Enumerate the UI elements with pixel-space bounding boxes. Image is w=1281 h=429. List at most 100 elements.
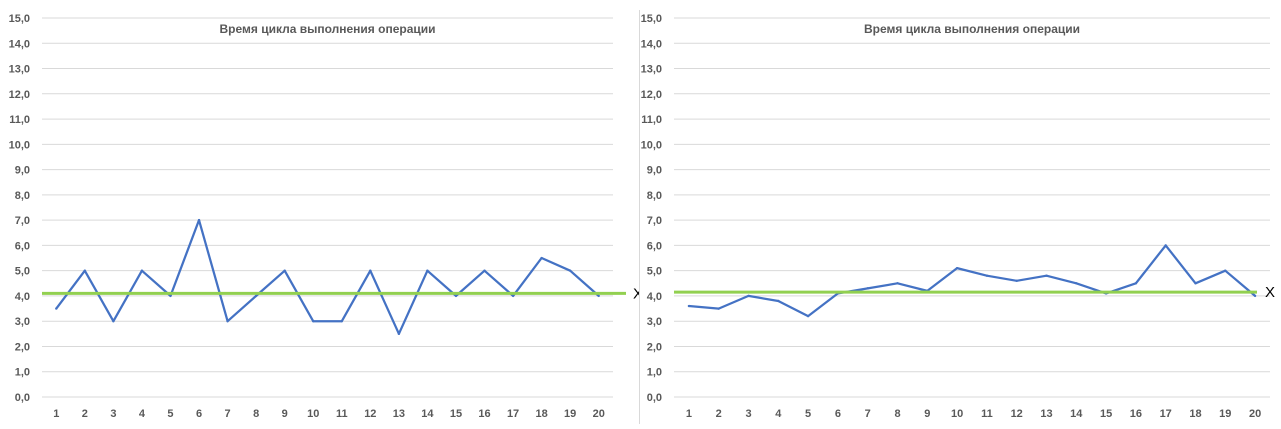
y-tick-label: 6,0 — [15, 240, 30, 252]
reference-line-label: X — [1265, 284, 1275, 301]
y-tick-label: 1,0 — [647, 367, 662, 379]
x-tick-label: 1 — [686, 408, 692, 420]
x-tick-label: 16 — [1130, 408, 1142, 420]
data-point — [254, 294, 258, 298]
data-point — [1015, 279, 1018, 282]
chart-panel-left: 0,0 1,0 2,0 3,0 4,0 5,0 6,0 7,0 8,0 9,0 10,0 11,0 12… — [0, 0, 640, 429]
y-tick-label: 13,0 — [641, 64, 662, 76]
data-point — [777, 299, 780, 303]
x-tick-label: 11 — [336, 408, 348, 420]
data-point — [83, 269, 87, 272]
chart-panel-right: 0,0 1,0 2,0 3,0 4,0 5,0 6,0 7,0 8,0 9,0 10,0 11,0 12… — [640, 0, 1281, 429]
x-tick-label: 12 — [364, 408, 376, 420]
data-point — [1194, 282, 1197, 285]
panel-divider — [639, 10, 640, 424]
data-point — [1253, 294, 1257, 298]
data-point — [283, 269, 286, 272]
x-tick-label: 14 — [1070, 408, 1083, 420]
x-tick-label: 6 — [835, 408, 841, 420]
x-tick-label: 2 — [716, 408, 722, 420]
y-tick-label: 5,0 — [15, 266, 30, 278]
y-tick-label: 2,0 — [647, 341, 662, 353]
y-tick-label: 15,0 — [9, 13, 30, 25]
data-point — [1045, 274, 1048, 277]
y-tick-label: 4,0 — [647, 291, 662, 303]
y-tick-label: 8,0 — [15, 190, 30, 202]
data-point — [197, 218, 201, 222]
reference-line-label: X — [633, 285, 640, 302]
data-point — [1164, 244, 1167, 247]
y-tick-label: 1,0 — [15, 367, 30, 379]
x-tick-label: 7 — [865, 408, 871, 420]
y-tick-label: 4,0 — [15, 291, 30, 303]
data-point — [483, 269, 486, 272]
y-tick-label: 7,0 — [15, 215, 30, 227]
y-tick-label: 15,0 — [641, 13, 662, 25]
data-point — [312, 320, 315, 323]
data-point — [454, 294, 458, 298]
y-tick-label: 12,0 — [641, 89, 662, 101]
y-tick-label: 3,0 — [647, 316, 662, 328]
y-tick-label: 14,0 — [641, 38, 662, 50]
x-tick-label: 19 — [1219, 408, 1231, 420]
x-tick-label: 11 — [981, 408, 993, 420]
y-tick-label: 12,0 — [9, 89, 30, 101]
chart-title: Время цикла выполнения операции — [864, 22, 1080, 36]
x-tick-label: 6 — [196, 408, 202, 420]
data-point — [397, 332, 401, 336]
x-tick-label: 2 — [82, 408, 88, 420]
x-tick-label: 8 — [894, 408, 900, 420]
x-tick-label: 18 — [536, 408, 548, 420]
x-tick-label: 3 — [745, 408, 751, 420]
y-tick-label: 7,0 — [647, 215, 662, 227]
y-tick-label: 10,0 — [9, 139, 30, 151]
series-line — [55, 218, 600, 335]
y-tick-label: 11,0 — [641, 114, 662, 126]
data-point — [955, 266, 959, 270]
y-tick-label: 2,0 — [15, 341, 30, 353]
data-point — [717, 307, 720, 310]
y-tick-label: 13,0 — [9, 64, 30, 76]
data-point — [866, 287, 869, 290]
y-tick-label: 3,0 — [15, 316, 30, 328]
data-point — [687, 304, 691, 308]
data-point — [369, 269, 372, 272]
line-chart-left: 0,01,02,03,04,05,06,07,08,09,010,011,012… — [9, 13, 640, 420]
data-point — [426, 269, 429, 272]
x-tick-label: 20 — [593, 408, 605, 420]
y-tick-label: 0,0 — [647, 392, 662, 404]
x-tick-label: 17 — [1160, 408, 1172, 420]
x-tick-label: 13 — [393, 408, 405, 420]
x-tick-label: 17 — [507, 408, 519, 420]
data-point — [568, 269, 572, 272]
x-tick-label: 16 — [478, 408, 490, 420]
x-tick-label: 18 — [1189, 408, 1201, 420]
data-point — [55, 307, 58, 310]
y-tick-label: 10,0 — [641, 139, 662, 151]
x-tick-label: 8 — [253, 408, 259, 420]
x-tick-label: 4 — [775, 408, 782, 420]
data-point — [112, 320, 115, 323]
x-tick-label: 9 — [924, 408, 930, 420]
y-tick-label: 6,0 — [647, 240, 662, 252]
x-tick-label: 10 — [951, 408, 963, 420]
data-point — [896, 282, 899, 285]
x-tick-label: 14 — [421, 408, 434, 420]
chart-title: Время цикла выполнения операции — [219, 22, 435, 36]
data-point — [169, 294, 172, 298]
data-point — [511, 294, 515, 298]
x-tick-label: 15 — [450, 408, 462, 420]
x-tick-label: 9 — [282, 408, 288, 420]
y-tick-label: 14,0 — [9, 38, 30, 50]
x-tick-label: 3 — [110, 408, 116, 420]
data-point — [985, 274, 989, 277]
x-tick-label: 12 — [1011, 408, 1023, 420]
data-point — [1134, 282, 1138, 285]
data-point — [540, 256, 543, 260]
x-tick-label: 13 — [1040, 408, 1052, 420]
series-line — [688, 244, 1256, 318]
line-chart-right: 0,01,02,03,04,05,06,07,08,09,010,011,012… — [641, 13, 1275, 420]
data-point — [806, 314, 810, 318]
x-tick-label: 4 — [139, 408, 146, 420]
x-tick-label: 1 — [53, 408, 59, 420]
